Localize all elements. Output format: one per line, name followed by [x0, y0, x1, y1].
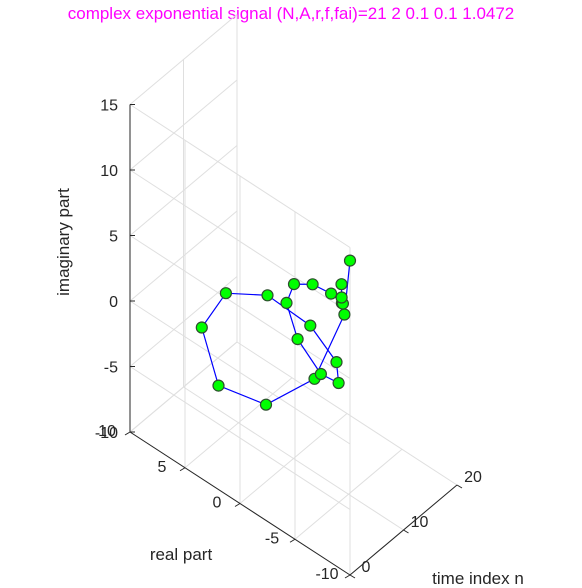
z-tick-label: -5 [104, 360, 118, 377]
x-tick [403, 529, 409, 534]
gridline-floor-real [129, 341, 238, 433]
x-tick [349, 574, 356, 579]
data-point [259, 398, 273, 411]
y-tick [234, 503, 241, 507]
x-tick-label: 10 [411, 514, 429, 531]
gridline-side-imag [129, 300, 351, 445]
data-point [306, 278, 319, 291]
chart-title: complex exponential signal (N,A,r,f,fai)… [68, 4, 515, 23]
data-point [335, 278, 348, 291]
y-tick-label: 10 [98, 423, 116, 440]
data-point [335, 291, 348, 304]
y-tick-label: 5 [158, 459, 167, 476]
y-tick-label: 0 [213, 495, 222, 512]
data-point [332, 376, 345, 390]
z-axis-label: imaginary part [54, 188, 73, 296]
gridline-back-imag [129, 14, 238, 105]
z-tick-label: 5 [109, 229, 118, 246]
data-point [330, 356, 343, 369]
x-tick-label: 20 [464, 469, 482, 486]
y-tick [179, 467, 186, 472]
gridline-side-imag [129, 366, 351, 510]
data-series [195, 254, 357, 411]
gridline-floor-real [239, 413, 348, 504]
y-tick-label: -5 [265, 530, 279, 547]
gridline-side-imag [129, 235, 351, 379]
gridline-back-imag [129, 79, 238, 171]
data-point [280, 296, 293, 309]
data-point [212, 379, 225, 392]
z-tick-label: 10 [100, 163, 118, 180]
x-tick [456, 484, 463, 489]
x-axis-label: time index n [432, 569, 524, 588]
data-point [304, 319, 317, 332]
y-tick [124, 431, 131, 436]
gridline-floor-real [294, 448, 403, 540]
z-tick-label: -10 [95, 425, 118, 442]
data-point [261, 289, 274, 302]
data-point [219, 287, 232, 300]
z-tick-label: 0 [109, 294, 118, 311]
data-point [287, 278, 301, 291]
y-tick [344, 574, 351, 579]
data-point [338, 308, 351, 321]
z-tick-label: 15 [100, 98, 118, 115]
data-point [314, 367, 327, 381]
data-point [195, 321, 208, 334]
y-axis-label: real part [150, 545, 213, 564]
gridline-back-imag [129, 276, 238, 367]
data-point [343, 254, 357, 267]
gridline-side-imag [129, 104, 351, 248]
gridline-back-imag [129, 145, 238, 236]
data-point [325, 287, 338, 300]
y-tick-label: -10 [315, 566, 338, 583]
axes-layer [124, 104, 463, 579]
grid-layer [129, 14, 458, 576]
gridline-back-imag [129, 210, 238, 302]
gridline-floor-real [184, 377, 293, 469]
x-tick-label: 0 [362, 559, 371, 576]
data-point [291, 333, 304, 346]
y-tick [289, 538, 296, 543]
